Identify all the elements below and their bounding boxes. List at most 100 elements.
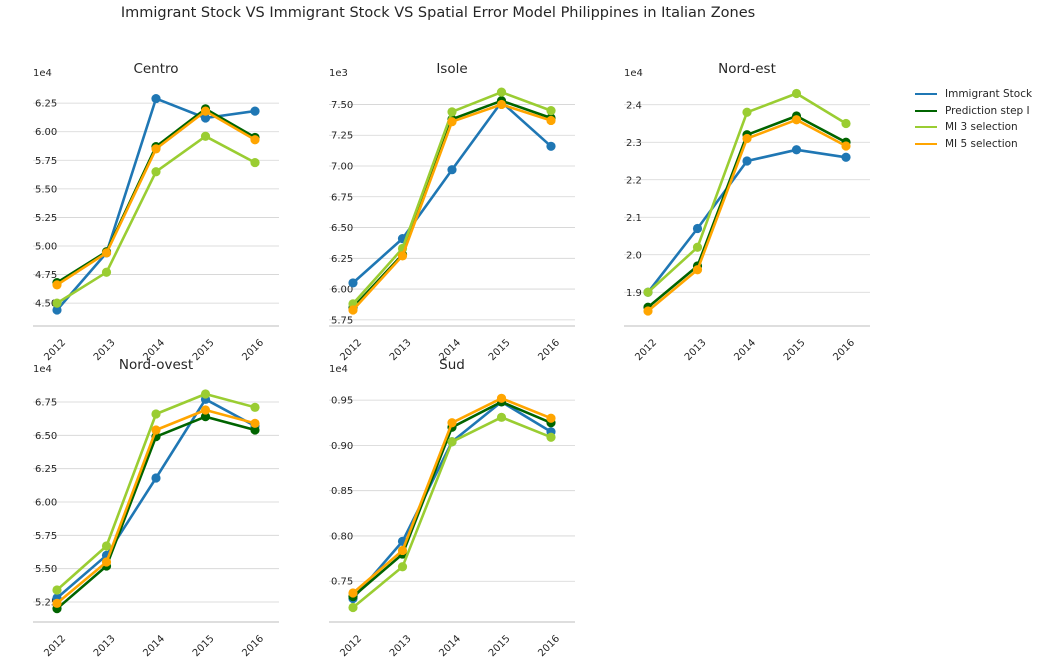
x-tick-label: 2016 — [831, 337, 857, 363]
data-point-mi-5-selection — [101, 248, 112, 258]
legend: Immigrant Stock Prediction step I MI 3 s… — [913, 86, 1032, 152]
x-tick-label: 2012 — [633, 337, 659, 363]
y-tick-label: 5.50 — [35, 184, 57, 195]
y-tick-label: 4.50 — [35, 299, 57, 310]
data-point-mi-3-selection — [841, 118, 851, 129]
legend-swatch — [915, 93, 937, 96]
x-tick-label: 2015 — [487, 633, 513, 658]
data-point-mi-3-selection — [791, 88, 802, 99]
x-tick-label: 2015 — [191, 337, 217, 363]
data-point-mi-3-selection — [447, 437, 457, 447]
x-tick-label: 2012 — [338, 337, 364, 363]
subplot-centro: 4.50 4.75 5.00 5.25 5.50 5.75 6.00 6.25 2012 2013… — [33, 61, 279, 363]
subplot-title: Sud — [439, 357, 465, 373]
data-point-mi-3-selection — [643, 287, 653, 297]
data-point-mi-3-selection — [447, 107, 457, 117]
x-tick-label: 2015 — [191, 633, 217, 658]
data-point-mi-3-selection — [692, 242, 703, 252]
data-point-mi-5-selection — [151, 144, 161, 154]
subplot-sud: 0.75 0.80 0.85 0.90 0.95 2012 2013 2014 2015 2016… — [329, 357, 575, 658]
y-tick-label: 6.00 — [35, 498, 57, 509]
data-point-immigrant-stock — [250, 106, 260, 116]
data-point-mi-5-selection — [151, 425, 161, 435]
data-point-immigrant-stock — [151, 473, 161, 483]
y-tick-label: 2.3 — [626, 138, 642, 149]
data-point-mi-5-selection — [841, 141, 851, 151]
y-tick-label: 5.75 — [331, 315, 353, 326]
y-tick-label: 2.1 — [626, 213, 642, 224]
x-tick-label: 2013 — [388, 633, 414, 658]
data-point-immigrant-stock — [692, 223, 703, 234]
subplot-isole: 5.75 6.00 6.25 6.50 6.75 7.00 7.25 7.50 2012 2013… — [329, 61, 575, 363]
legend-label: MI 3 selection — [945, 121, 1018, 134]
data-point-immigrant-stock — [447, 165, 457, 175]
data-point-mi-5-selection — [250, 418, 260, 428]
subplot-title: Centro — [133, 61, 178, 77]
y-tick-label: 6.00 — [331, 285, 353, 296]
axis-scale-label: 1e4 — [33, 68, 52, 79]
data-point-mi-3-selection — [151, 409, 161, 419]
series-line-mi-5-selection — [56, 109, 256, 286]
y-tick-label: 2.2 — [626, 175, 642, 186]
subplot-title: Nord-est — [718, 61, 776, 77]
data-point-immigrant-stock — [200, 113, 211, 123]
x-tick-label: 2012 — [42, 337, 68, 363]
data-point-mi-5-selection — [348, 305, 358, 315]
series-line-immigrant-stock — [352, 100, 552, 284]
y-tick-label: 0.90 — [331, 441, 353, 452]
data-point-mi-3-selection — [200, 131, 211, 141]
data-point-immigrant-stock — [348, 278, 358, 288]
data-point-mi-5-selection — [52, 598, 62, 608]
y-tick-label: 6.75 — [331, 192, 353, 203]
legend-swatch — [915, 126, 937, 129]
series-line-mi-3-selection — [56, 392, 256, 591]
data-point-prediction-step-i — [250, 425, 260, 435]
legend-swatch — [915, 109, 937, 112]
axis-scale-label: 1e4 — [33, 364, 52, 375]
x-tick-label: 2016 — [240, 337, 266, 363]
data-point-immigrant-stock — [546, 141, 556, 151]
data-point-mi-5-selection — [200, 106, 211, 116]
axis-scale-label: 1e3 — [329, 68, 348, 79]
y-tick-label: 6.00 — [35, 127, 57, 138]
series-line-prediction-step-i — [647, 114, 847, 309]
y-tick-label: 7.00 — [331, 162, 353, 173]
data-point-mi-5-selection — [643, 306, 653, 316]
data-point-mi-3-selection — [496, 412, 507, 422]
legend-label: Prediction step I — [945, 104, 1030, 117]
data-point-mi-5-selection — [348, 588, 358, 598]
data-point-mi-5-selection — [397, 545, 408, 556]
data-point-mi-5-selection — [496, 99, 507, 110]
legend-entry-mi5-selection: MI 5 selection — [913, 136, 1032, 153]
y-tick-label: 5.25 — [35, 213, 57, 224]
x-tick-label: 2016 — [536, 337, 562, 363]
series-line-immigrant-stock — [646, 148, 847, 294]
data-point-mi-5-selection — [52, 280, 62, 290]
y-tick-label: 6.25 — [331, 254, 353, 265]
data-point-mi-3-selection — [496, 87, 507, 97]
legend-entry-mi3-selection: MI 3 selection — [913, 119, 1032, 136]
data-point-immigrant-stock — [841, 152, 851, 162]
x-tick-label: 2015 — [487, 337, 513, 363]
y-tick-label: 6.50 — [331, 223, 353, 234]
x-tick-label: 2013 — [92, 633, 118, 658]
data-point-mi-5-selection — [546, 115, 556, 126]
x-tick-label: 2014 — [141, 633, 167, 658]
x-tick-label: 2012 — [42, 633, 68, 658]
y-tick-label: 1.9 — [626, 288, 642, 299]
y-tick-label: 7.50 — [331, 100, 353, 111]
data-point-mi-5-selection — [200, 405, 211, 415]
axis-scale-label: 1e4 — [624, 68, 643, 79]
y-tick-label: 5.75 — [35, 531, 57, 542]
data-point-mi-5-selection — [250, 135, 260, 145]
y-tick-label: 6.25 — [35, 464, 57, 475]
y-tick-label: 5.00 — [35, 242, 57, 253]
data-point-mi-3-selection — [101, 541, 112, 551]
data-point-prediction-step-i — [200, 412, 211, 422]
x-tick-label: 2013 — [683, 337, 709, 363]
data-point-mi-3-selection — [546, 432, 556, 442]
data-point-mi-3-selection — [546, 106, 556, 116]
data-point-mi-5-selection — [447, 418, 457, 428]
y-tick-label: 6.25 — [35, 99, 57, 110]
data-point-mi-5-selection — [447, 117, 457, 127]
